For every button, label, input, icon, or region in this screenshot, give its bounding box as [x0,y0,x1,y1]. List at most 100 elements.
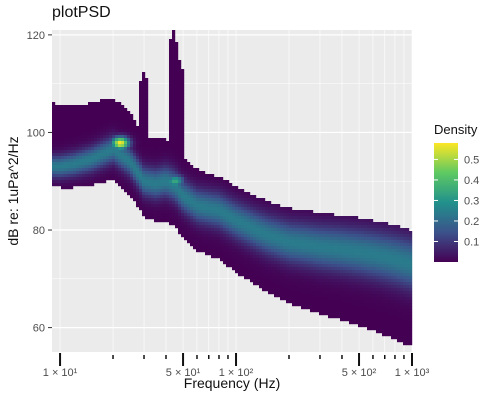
density-cell [154,210,158,214]
density-cell [352,309,356,313]
density-cell [55,135,59,139]
density-cell [112,177,116,181]
density-cell [325,234,329,238]
density-cell [313,213,317,217]
density-cell [244,273,248,277]
density-cell [100,132,104,136]
density-cell [181,84,185,88]
density-cell [346,216,350,220]
density-cell [124,156,128,160]
density-cell [181,108,185,112]
density-cell [160,180,164,184]
density-cell [121,168,125,172]
density-cell [346,234,350,238]
density-cell [169,93,173,97]
density-cell [103,99,107,103]
density-cell [52,183,56,187]
density-cell [310,246,314,250]
density-cell [181,114,185,118]
density-cell [388,246,392,250]
density-cell [301,285,305,289]
density-cell [310,285,314,289]
density-cell [175,81,179,85]
density-cell [172,189,176,193]
density-cell [85,165,89,169]
density-cell [337,252,341,256]
density-cell [331,264,335,268]
density-cell [172,174,176,178]
density-cell [142,165,146,169]
density-cell [124,168,128,172]
density-cell [373,270,377,274]
density-cell [265,267,269,271]
density-cell [379,315,383,319]
density-cell [301,294,305,298]
density-cell [181,189,185,193]
density-cell [172,102,176,106]
density-cell [310,234,314,238]
density-cell [94,165,98,169]
density-cell [136,189,140,193]
density-cell [403,309,407,313]
density-cell [145,81,149,85]
density-cell [367,300,371,304]
density-cell [370,282,374,286]
density-cell [118,141,122,145]
density-cell [271,252,275,256]
density-cell [115,138,119,142]
density-cell [142,153,146,157]
density-cell [259,246,263,250]
density-cell [133,180,137,184]
density-cell [367,297,371,301]
density-cell [238,261,242,265]
density-cell [316,273,320,277]
density-cell [163,192,167,196]
density-cell [64,141,68,145]
density-cell [403,243,407,247]
density-cell [385,321,389,325]
density-cell [136,156,140,160]
density-cell [343,264,347,268]
density-cell [181,195,185,199]
density-cell [136,204,140,208]
density-cell [322,240,326,244]
density-cell [394,240,398,244]
density-cell [382,264,386,268]
density-cell [85,138,89,142]
density-cell [352,219,356,223]
density-cell [301,240,305,244]
density-cell [253,267,257,271]
density-cell [109,171,113,175]
density-cell [52,120,56,124]
density-cell [268,270,272,274]
density-cell [175,195,179,199]
density-cell [292,255,296,259]
density-cell [244,201,248,205]
density-cell [322,282,326,286]
density-cell [301,258,305,262]
density-cell [130,153,134,157]
density-cell [106,132,110,136]
density-cell [61,168,65,172]
density-cell [100,168,104,172]
density-cell [262,267,266,271]
density-cell [106,108,110,112]
density-cell [331,252,335,256]
density-cell [106,144,110,148]
density-cell [130,120,134,124]
density-cell [310,294,314,298]
density-cell [385,333,389,337]
density-cell [175,165,179,169]
density-cell [400,240,404,244]
density-cell [313,276,317,280]
density-cell [349,264,353,268]
density-cell [298,234,302,238]
density-cell [364,219,368,223]
density-cell [208,243,212,247]
density-cell [259,264,263,268]
density-cell [376,306,380,310]
density-cell [274,267,278,271]
density-cell [283,267,287,271]
density-cell [229,213,233,217]
density-cell [277,234,281,238]
